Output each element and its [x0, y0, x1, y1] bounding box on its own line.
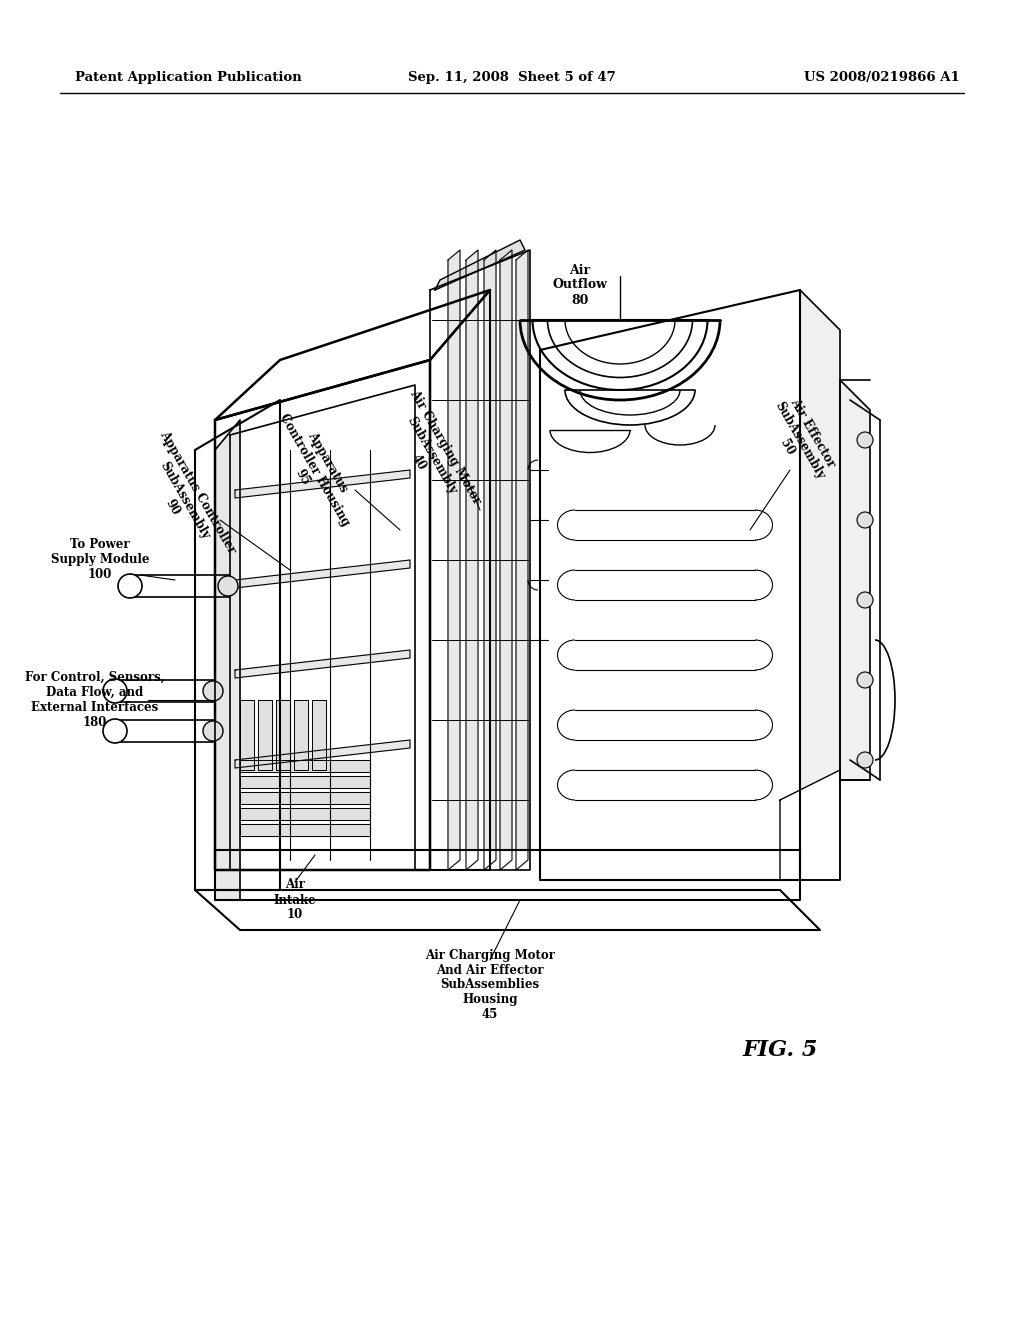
Polygon shape: [240, 760, 370, 772]
Polygon shape: [435, 240, 525, 290]
Circle shape: [203, 721, 223, 741]
Polygon shape: [240, 776, 370, 788]
Text: US 2008/0219866 A1: US 2008/0219866 A1: [804, 71, 961, 84]
Circle shape: [857, 591, 873, 609]
Polygon shape: [215, 290, 490, 420]
Polygon shape: [240, 792, 370, 804]
Polygon shape: [294, 700, 308, 770]
Polygon shape: [430, 249, 530, 870]
Polygon shape: [234, 741, 410, 768]
Polygon shape: [195, 400, 280, 890]
Polygon shape: [312, 700, 326, 770]
Polygon shape: [430, 290, 490, 870]
Circle shape: [203, 681, 223, 701]
Polygon shape: [800, 290, 840, 880]
Polygon shape: [215, 850, 800, 900]
Text: Air
Intake
10: Air Intake 10: [273, 879, 316, 921]
Polygon shape: [540, 290, 800, 880]
Polygon shape: [195, 890, 820, 931]
Polygon shape: [115, 680, 215, 702]
Polygon shape: [234, 470, 410, 498]
Circle shape: [103, 719, 127, 743]
Polygon shape: [500, 249, 512, 870]
Text: To Power
Supply Module
100: To Power Supply Module 100: [51, 539, 150, 582]
Polygon shape: [230, 385, 415, 870]
Polygon shape: [234, 560, 410, 587]
Polygon shape: [276, 700, 290, 770]
Polygon shape: [240, 824, 370, 836]
Circle shape: [857, 512, 873, 528]
Text: Sep. 11, 2008  Sheet 5 of 47: Sep. 11, 2008 Sheet 5 of 47: [409, 71, 615, 84]
Circle shape: [857, 752, 873, 768]
Text: Air Charging Motor
And Air Effector
SubAssemblies
Housing
45: Air Charging Motor And Air Effector SubA…: [425, 949, 555, 1022]
Polygon shape: [215, 360, 430, 870]
Polygon shape: [840, 380, 870, 780]
Text: Apparatus Controller
SubAssembly
90: Apparatus Controller SubAssembly 90: [131, 429, 239, 572]
Text: Air Effector
SubAssembly
50: Air Effector SubAssembly 50: [760, 392, 841, 488]
Text: Patent Application Publication: Patent Application Publication: [75, 71, 302, 84]
Circle shape: [857, 672, 873, 688]
Polygon shape: [130, 576, 230, 597]
Polygon shape: [484, 249, 496, 870]
Text: Air Charging Motor
SubAssembly
40: Air Charging Motor SubAssembly 40: [381, 388, 483, 521]
Text: Apparatus
Controller Housing
95: Apparatus Controller Housing 95: [264, 404, 366, 536]
Circle shape: [118, 574, 142, 598]
Polygon shape: [215, 420, 240, 900]
Polygon shape: [258, 700, 272, 770]
Text: Air
Outflow
80: Air Outflow 80: [553, 264, 607, 306]
Polygon shape: [780, 770, 840, 880]
Polygon shape: [234, 649, 410, 678]
Circle shape: [218, 576, 238, 597]
Text: For Control, Sensors,
Data Flow, and
External Interfaces
180: For Control, Sensors, Data Flow, and Ext…: [25, 671, 165, 729]
Polygon shape: [466, 249, 478, 870]
Circle shape: [857, 432, 873, 447]
Polygon shape: [449, 249, 460, 870]
Polygon shape: [240, 808, 370, 820]
Polygon shape: [115, 719, 215, 742]
Circle shape: [103, 678, 127, 704]
Polygon shape: [240, 700, 254, 770]
Polygon shape: [516, 249, 528, 870]
Text: FIG. 5: FIG. 5: [742, 1039, 818, 1061]
